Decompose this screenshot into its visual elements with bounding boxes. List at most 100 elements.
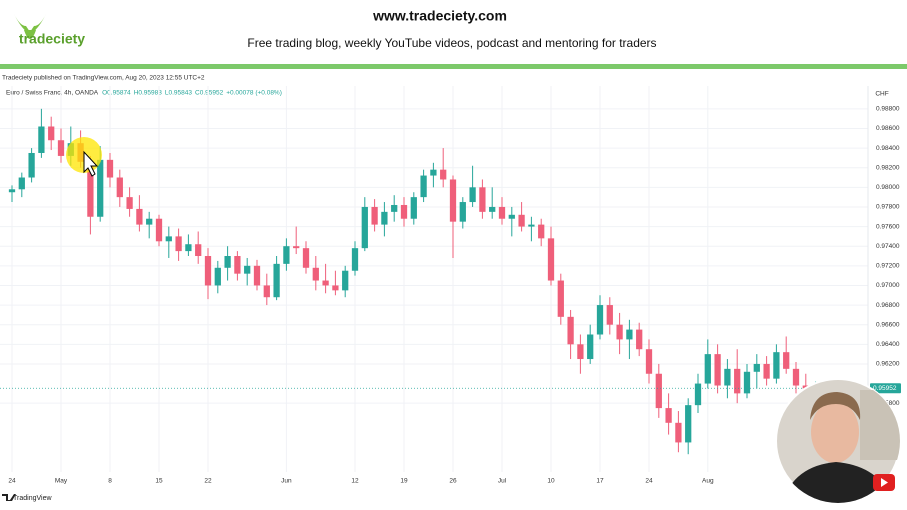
plot: 0.98800 0.98600 0.98400 0.98200 0.98000 0.978… <box>0 86 901 485</box>
x-tick-label: 15 <box>155 478 163 485</box>
candle-body <box>655 373 662 409</box>
candle-body <box>400 204 408 219</box>
candle-body <box>714 354 721 386</box>
ohlc-value: L0.95843 <box>165 90 192 97</box>
candle-body <box>459 202 466 222</box>
candle-body <box>665 408 672 423</box>
x-tick-label: Jun <box>281 478 292 485</box>
x-tick-label: 17 <box>596 478 604 485</box>
candle-body <box>518 214 525 227</box>
candle-body <box>253 265 261 286</box>
y-tick-label: 0.96600 <box>876 321 900 328</box>
candle-body <box>263 285 270 298</box>
candle-body <box>763 363 770 379</box>
currency: CHF <box>875 91 888 98</box>
y-tick-label: 0.97800 <box>876 204 900 211</box>
y-tick-label: 0.96200 <box>876 361 900 368</box>
candle-body <box>557 280 564 317</box>
candle-body <box>97 159 104 217</box>
webcam-overlay <box>775 378 901 504</box>
candle-body <box>753 363 760 372</box>
candle-body <box>293 246 300 249</box>
candle-body <box>773 352 780 379</box>
candle-body <box>244 265 251 274</box>
candle-body <box>146 218 153 225</box>
x-tick-label: 22 <box>204 478 212 485</box>
tradingview-brand: TradingView <box>2 494 52 502</box>
x-tick-label: 24 <box>8 478 16 485</box>
x-tick-label: Aug <box>702 478 714 485</box>
x-tick-label: 26 <box>449 478 457 485</box>
cursor <box>83 150 99 177</box>
y-tick-label: 0.98400 <box>876 145 900 152</box>
candle-body <box>636 329 643 350</box>
candle-body <box>567 316 574 345</box>
candle-body <box>606 305 613 325</box>
y-tick-label: 0.98600 <box>876 125 900 132</box>
candle-body <box>342 270 349 291</box>
candle-body <box>616 324 623 340</box>
candle-body <box>410 197 417 219</box>
candle-body <box>381 211 388 225</box>
candle-body <box>430 169 437 176</box>
ohlc-value: C0.95952 <box>195 90 224 97</box>
candle-body <box>18 177 25 190</box>
x-tick-label: 19 <box>400 478 408 485</box>
candle-body <box>38 126 45 153</box>
candle-body <box>8 189 16 193</box>
x-tick-label: 10 <box>547 478 555 485</box>
candle-body <box>577 344 584 360</box>
candle-body <box>185 244 192 252</box>
candle-body <box>312 267 319 281</box>
symbol-legend: Euro / Swiss Franc, 4h, OANDA O0.95874 H0… <box>6 90 282 97</box>
candle-body <box>734 368 741 394</box>
candle-body <box>136 208 143 225</box>
candle-body <box>694 383 702 406</box>
candle-body <box>587 334 594 360</box>
y-tick-label: 0.97400 <box>876 243 900 250</box>
x-tick-label: Jul <box>498 478 507 485</box>
candle-body <box>273 263 280 298</box>
candle-body <box>28 152 35 178</box>
candle-body <box>596 305 604 335</box>
candle-body <box>106 159 114 178</box>
y-tick-label: 0.97600 <box>876 223 900 230</box>
y-tick-label: 0.97000 <box>876 282 900 289</box>
candle-body <box>116 177 123 198</box>
x-tick-label: 24 <box>645 478 653 485</box>
candle-body <box>175 236 182 252</box>
candle-body <box>165 236 172 242</box>
candle-body <box>547 238 555 281</box>
candle-body <box>489 206 496 212</box>
last-price-tag <box>870 383 901 394</box>
candle-body <box>391 204 398 212</box>
candle-body <box>57 140 65 156</box>
candle-body <box>48 126 55 141</box>
candle-body <box>783 352 790 369</box>
candle-body <box>675 422 682 443</box>
candle-body <box>743 371 751 394</box>
candle-body <box>479 187 486 212</box>
candle-body <box>351 248 359 271</box>
published: Tradeciety published on TradingView.com,… <box>2 75 205 82</box>
symbol: Euro / Swiss Franc, 4h, OANDA <box>6 90 99 97</box>
candle-body <box>234 256 241 274</box>
candle-body <box>704 354 711 384</box>
brand-text: TradingView <box>13 495 52 502</box>
header-bar <box>0 64 907 69</box>
y-tick-label: 0.98200 <box>876 164 900 171</box>
candle-body <box>724 368 731 386</box>
candle-body <box>302 248 310 268</box>
candle-body <box>626 329 633 340</box>
site-url: www.tradeciety.com <box>372 8 507 24</box>
x-tick-label: May <box>55 478 68 485</box>
candle-body <box>322 280 329 286</box>
tagline: Free trading blog, weekly YouTube videos… <box>247 36 656 50</box>
ohlc-value: O0.95874 <box>102 90 131 97</box>
candle-body <box>469 187 476 203</box>
y-tick-label: 0.97200 <box>876 263 900 270</box>
candle-body <box>195 244 202 257</box>
ohlc-value: H0.95983 <box>134 90 163 97</box>
candle-body <box>449 179 457 222</box>
